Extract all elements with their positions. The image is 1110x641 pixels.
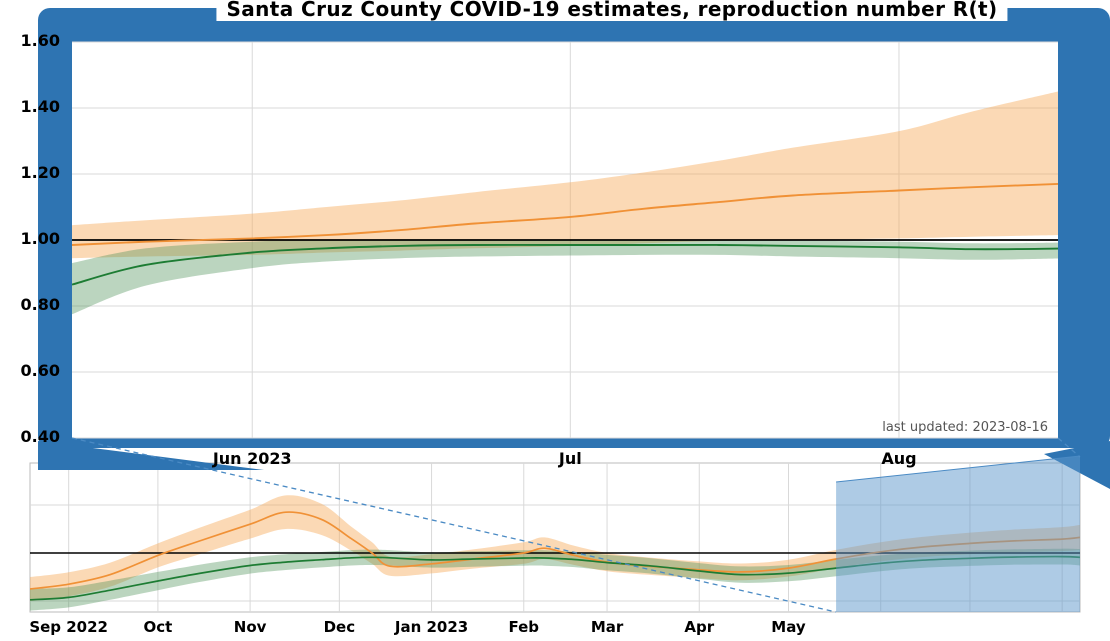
main-y-tick-label: 0.80: [20, 295, 60, 314]
overview-x-tick-label: Jan 2023: [394, 618, 469, 636]
zoom-connector-wedge-left: [38, 441, 264, 470]
main-y-tick-label: 0.60: [20, 361, 60, 380]
zoom-selection-top-edge: [836, 455, 1081, 483]
main-x-tick-label: Aug: [881, 449, 917, 468]
overview-x-tick-label: Apr: [684, 618, 715, 636]
overview-x-tick-label: Dec: [323, 618, 356, 636]
overview-x-tick-label: May: [771, 618, 806, 636]
zoom-connector-dashed-right: [1057, 437, 1081, 458]
last-updated-note: last updated: 2023-08-16: [882, 420, 1048, 435]
zoom-selection-region: [836, 456, 1080, 612]
orange-series-line: [72, 182, 1058, 246]
main-x-tick-label: Jul: [558, 449, 582, 468]
main-y-tick-label: 1.40: [20, 97, 60, 116]
overview-x-tick-label: Mar: [590, 618, 624, 636]
orange-series-confidence-band: [72, 91, 1058, 259]
main-x-tick-label: Jun 2023: [212, 449, 292, 468]
green-series-confidence-band: [72, 239, 1058, 315]
main-y-tick-label: 1.20: [20, 163, 60, 182]
overview-x-tick-label: Nov: [233, 618, 267, 636]
green-series-confidence-band: [30, 548, 1080, 611]
overview-x-tick-label: Sep 2022: [29, 618, 108, 636]
main-y-tick-label: 0.40: [20, 427, 60, 446]
overview-x-tick-label: Feb: [508, 618, 540, 636]
main-y-tick-label: 1.00: [20, 229, 60, 248]
chart-title: Santa Cruz County COVID-19 estimates, re…: [216, 0, 1008, 21]
main-y-tick-label: 1.60: [20, 31, 60, 50]
overview-x-tick-label: Oct: [143, 618, 173, 636]
zoom-connector-dashed-left: [71, 437, 837, 613]
green-series-line: [72, 243, 1058, 286]
